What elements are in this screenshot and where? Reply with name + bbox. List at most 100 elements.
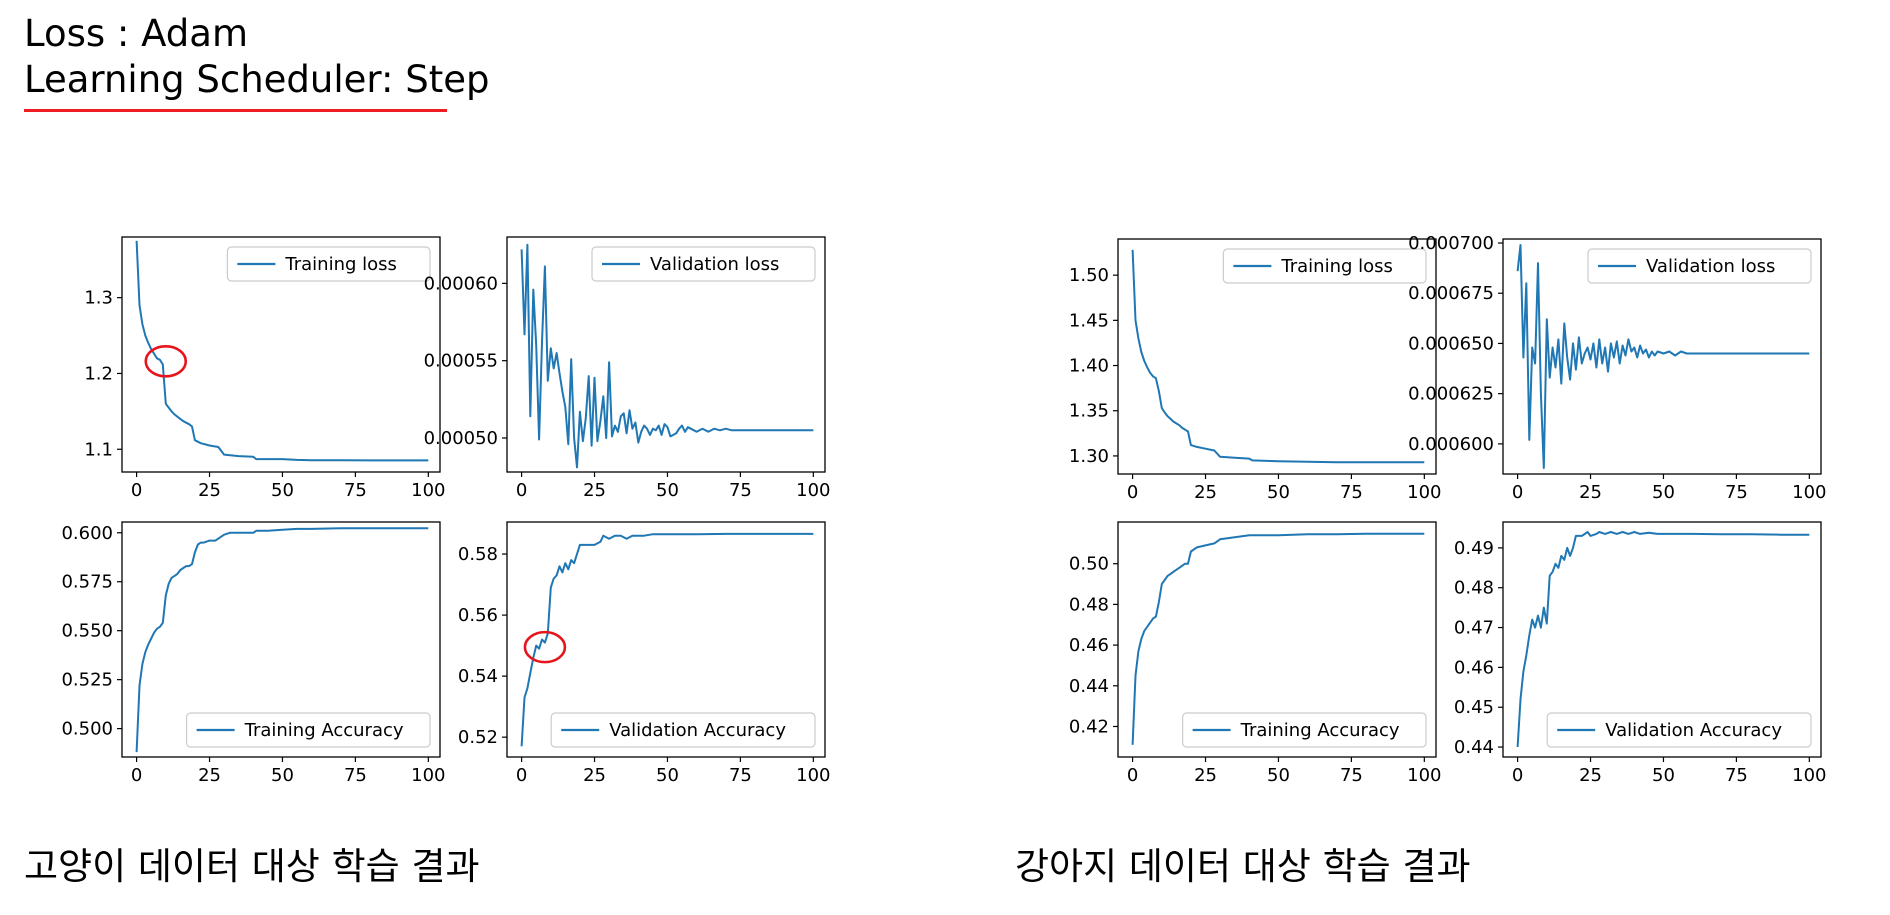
legend-box xyxy=(1546,712,1812,748)
x-tick-label: 75 xyxy=(344,765,367,786)
y-tick-label: 0.600 xyxy=(61,523,113,544)
chart-cat-train-acc: 0 25 50 75 100 0.500 0.525 0.550 0.575 0.600 Train… xyxy=(61,521,446,786)
y-tick-label: 0.45 xyxy=(1454,697,1494,718)
x-tick-label: 100 xyxy=(796,765,830,786)
x-tick-label: 25 xyxy=(198,480,221,501)
y-tick-label: 0.54 xyxy=(458,666,498,687)
x-tick-label: 0 xyxy=(131,480,142,501)
y-tick-label: 1.40 xyxy=(1069,356,1109,377)
x-tick-label: 25 xyxy=(1579,482,1602,503)
legend-label: Training loss xyxy=(284,254,397,275)
x-tick-label: 100 xyxy=(411,480,445,501)
x-tick-label: 50 xyxy=(1652,482,1675,503)
x-tick-label: 75 xyxy=(1725,765,1748,786)
plot-frame xyxy=(506,236,826,473)
plot-frame xyxy=(1117,521,1437,758)
x-tick-label: 0 xyxy=(1512,765,1523,786)
x-tick-label: 100 xyxy=(1792,482,1826,503)
legend-box xyxy=(591,246,816,282)
legend-box xyxy=(1587,248,1812,284)
x-tick-label: 50 xyxy=(1267,482,1290,503)
plot-frame xyxy=(506,521,826,758)
y-tick-label: 0.48 xyxy=(1069,594,1109,615)
y-tick-label: 0.000700 xyxy=(1408,233,1494,254)
x-tick-label: 0 xyxy=(516,765,527,786)
x-tick-label: 75 xyxy=(344,480,367,501)
y-tick-label: 1.45 xyxy=(1069,310,1109,331)
x-tick-label: 25 xyxy=(198,765,221,786)
highlight-circle xyxy=(523,630,567,664)
chart-dog-train-acc: 0 25 50 75 100 0.42 0.44 0.46 0.48 0.50 Training A… xyxy=(1069,521,1442,786)
legend-box xyxy=(1181,712,1427,748)
chart-dog-train-loss: 0 25 50 75 100 1.30 1.35 1.40 1.45 1.50 Training l… xyxy=(1069,238,1442,503)
y-tick-label: 0.46 xyxy=(1454,657,1494,678)
x-tick-label: 75 xyxy=(1725,482,1748,503)
series-line-dog-val-acc xyxy=(1516,531,1810,748)
legend-label: Training loss xyxy=(1280,256,1393,277)
x-tick-label: 50 xyxy=(271,765,294,786)
legend-label: Validation loss xyxy=(1646,256,1775,277)
y-tick-label: 0.00050 xyxy=(424,428,498,449)
y-tick-label: 0.47 xyxy=(1454,618,1494,639)
legend-label: Validation Accuracy xyxy=(1605,720,1782,741)
x-tick-label: 100 xyxy=(1407,482,1441,503)
series-line-dog-train-acc xyxy=(1131,532,1425,745)
legend-label: Training Accuracy xyxy=(244,720,404,741)
legend-box xyxy=(1222,248,1427,284)
title-line-loss: Loss : Adam xyxy=(24,12,249,55)
x-tick-label: 50 xyxy=(656,480,679,501)
legend-box xyxy=(226,246,431,282)
x-tick-label: 75 xyxy=(1340,482,1363,503)
x-tick-label: 100 xyxy=(1407,765,1441,786)
caption-dog-results: 강아지 데이터 대상 학습 결과 xyxy=(1015,845,1471,888)
y-tick-label: 1.35 xyxy=(1069,401,1109,422)
legend-label: Validation Accuracy xyxy=(609,720,786,741)
y-tick-label: 0.52 xyxy=(458,727,498,748)
chart-cat-train-loss: 0 25 50 75 100 1.1 1.2 1.3 Training loss xyxy=(84,236,446,501)
title-underline xyxy=(24,109,447,112)
y-tick-label: 1.1 xyxy=(84,439,113,460)
y-tick-label: 1.30 xyxy=(1069,446,1109,467)
y-tick-label: 0.500 xyxy=(61,719,113,740)
y-tick-label: 0.56 xyxy=(458,605,498,626)
y-tick-label: 0.575 xyxy=(61,572,113,593)
y-tick-label: 1.50 xyxy=(1069,265,1109,286)
legend-label: Validation loss xyxy=(650,254,779,275)
x-tick-label: 75 xyxy=(1340,765,1363,786)
x-tick-label: 100 xyxy=(1792,765,1826,786)
x-tick-label: 0 xyxy=(131,765,142,786)
x-tick-label: 50 xyxy=(656,765,679,786)
series-line-cat-val-loss xyxy=(520,243,814,469)
y-tick-label: 1.2 xyxy=(84,363,113,384)
y-tick-label: 0.50 xyxy=(1069,554,1109,575)
plot-frame xyxy=(1117,238,1437,475)
chart-dog-val-acc: 0 25 50 75 100 0.44 0.45 0.46 0.47 0.48 0.49 Valida… xyxy=(1454,521,1827,786)
plot-frame xyxy=(1502,238,1822,475)
x-tick-label: 25 xyxy=(583,765,606,786)
x-tick-label: 50 xyxy=(1267,765,1290,786)
series-line-dog-val-loss xyxy=(1516,244,1810,469)
y-tick-label: 0.49 xyxy=(1454,538,1494,559)
legend-box xyxy=(550,712,816,748)
x-tick-label: 50 xyxy=(1652,765,1675,786)
x-tick-label: 25 xyxy=(1579,765,1602,786)
x-tick-label: 100 xyxy=(796,480,830,501)
x-tick-label: 75 xyxy=(729,765,752,786)
x-tick-label: 0 xyxy=(1127,482,1138,503)
y-tick-label: 1.3 xyxy=(84,288,113,309)
y-tick-label: 0.58 xyxy=(458,544,498,565)
y-tick-label: 0.44 xyxy=(1069,676,1109,697)
y-tick-label: 0.42 xyxy=(1069,716,1109,737)
y-tick-label: 0.00055 xyxy=(424,351,498,372)
y-tick-label: 0.000600 xyxy=(1408,434,1494,455)
plot-frame xyxy=(121,521,441,758)
x-tick-label: 100 xyxy=(411,765,445,786)
legend-box xyxy=(186,712,431,748)
chart-dog-val-loss: 0 25 50 75 100 0.000600 0.000625 0.000650 0.0006… xyxy=(1408,233,1826,503)
plot-frame xyxy=(1502,521,1822,758)
y-tick-label: 0.00060 xyxy=(424,273,498,294)
x-tick-label: 50 xyxy=(271,480,294,501)
chart-cat-val-acc: 0 25 50 75 100 0.52 0.54 0.56 0.58 Validation Acc… xyxy=(458,521,831,786)
x-tick-label: 0 xyxy=(1127,765,1138,786)
